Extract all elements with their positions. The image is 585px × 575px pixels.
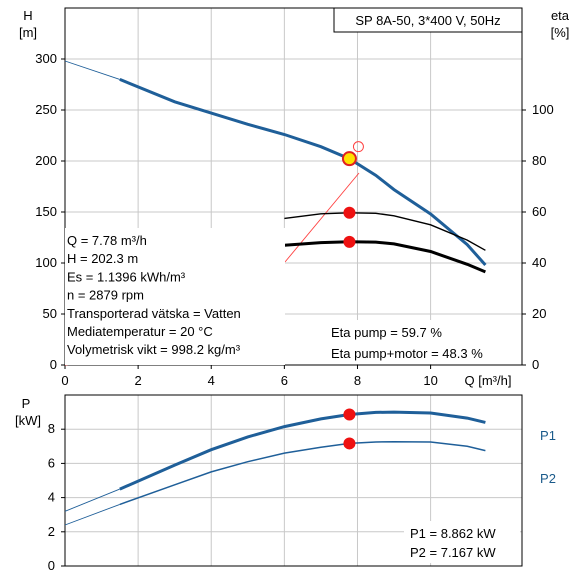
power-tick-label: 6 [48, 455, 55, 470]
info-line: Es = 1.1396 kWh/m³ [67, 269, 186, 284]
operating-point-guide [284, 172, 360, 263]
bottom-tick-labels: 0 2 4 6 8 [48, 421, 65, 573]
eta-pump-motor-curve [284, 240, 486, 274]
right-axis-label-top: eta [551, 8, 570, 23]
y-right-tick-label: 0 [532, 357, 539, 372]
y-left-tick-label: 250 [35, 102, 57, 117]
eta-pump-motor-point [343, 235, 356, 248]
bottom-plot-frame [64, 394, 523, 567]
top-plot-frame [64, 7, 523, 366]
y-right-tick-label: 20 [532, 306, 546, 321]
power-tick-label: 4 [48, 490, 55, 505]
info-line: Mediatemperatur = 20 °C [67, 324, 213, 339]
y-right-tick-label: 100 [532, 102, 554, 117]
y-left-tick-label: 50 [43, 306, 57, 321]
info-line: n = 2879 rpm [67, 288, 144, 303]
power-axis-label: P [22, 396, 31, 411]
head-operating-point [341, 151, 357, 167]
info-line: Q = 7.78 m³/h [67, 233, 147, 248]
p2-curve [119, 440, 486, 506]
eta-label-box [327, 320, 520, 364]
info-line: Volymetrisk vikt = 998.2 kg/m³ [67, 342, 241, 357]
p2-operating-point [343, 437, 356, 450]
right-axis-label-unit: [%] [551, 25, 570, 40]
y-left-tick-label: 200 [35, 153, 57, 168]
bottom-series-group [64, 410, 486, 526]
y-left-tick-label: 100 [35, 255, 57, 270]
x-tick-label: 6 [281, 373, 288, 388]
info-box [65, 228, 285, 365]
operating-point-ring [352, 141, 364, 153]
x-tick-label: 2 [135, 373, 142, 388]
power-tick-label: 2 [48, 524, 55, 539]
p2-curve-extrapolated [64, 503, 120, 526]
info-lines: Q = 7.78 m³/h H = 202.3 m Es = 1.1396 kWh/… [67, 233, 241, 357]
eta-pump-motor-label: Eta pump+motor = 48.3 % [331, 346, 483, 361]
info-line: H = 202.3 m [67, 251, 138, 266]
x-tick-label: 10 [423, 373, 437, 388]
head-curve [119, 78, 487, 266]
head-curve-extrapolated [64, 60, 120, 80]
power-axis-unit: [kW] [15, 413, 41, 428]
title-box [333, 7, 523, 33]
bottom-point-group [343, 408, 356, 450]
x-tick-label: 4 [208, 373, 215, 388]
y-left-tick-label: 300 [35, 51, 57, 66]
chart-title: SP 8A-50, 3*400 V, 50Hz [355, 13, 500, 28]
eta-pump-point [343, 206, 356, 219]
top-series-group [64, 60, 487, 274]
p1-value-label: P1 = 8.862 kW [410, 526, 496, 541]
y-right-tick-label: 40 [532, 255, 546, 270]
legend-p2: P2 [540, 471, 556, 486]
eta-pump-curve [284, 212, 486, 251]
info-line: Transporterad vätska = Vatten [67, 306, 241, 321]
power-tick-label: 0 [48, 558, 55, 573]
legend-p1: P1 [540, 428, 556, 443]
p1-curve-extrapolated [64, 488, 120, 512]
y-right-tick-label: 80 [532, 153, 546, 168]
p1-curve [119, 410, 486, 491]
left-axis-label-top: H [23, 8, 32, 23]
top-point-group [341, 141, 364, 248]
y-left-tick-label: 150 [35, 204, 57, 219]
power-label-box [404, 521, 520, 563]
x-axis-label: Q [m³/h] [465, 373, 512, 388]
p1-operating-point [343, 408, 356, 421]
x-tick-label: 0 [61, 373, 68, 388]
p2-value-label: P2 = 7.167 kW [410, 545, 496, 560]
x-tick-label: 8 [354, 373, 361, 388]
left-axis-label-unit: [m] [19, 25, 37, 40]
y-left-tick-label: 0 [50, 357, 57, 372]
power-tick-label: 8 [48, 421, 55, 436]
y-right-tick-label: 60 [532, 204, 546, 219]
eta-pump-label: Eta pump = 59.7 % [331, 325, 442, 340]
